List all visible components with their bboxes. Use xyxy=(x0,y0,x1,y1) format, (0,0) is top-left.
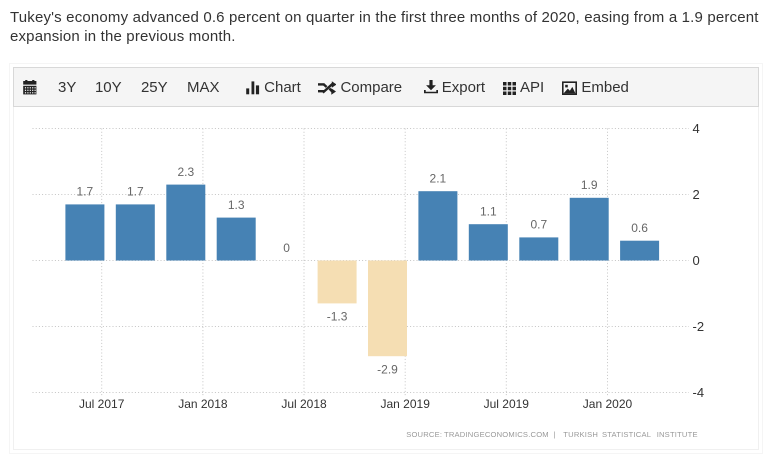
svg-text:1.7: 1.7 xyxy=(127,185,144,199)
svg-text:SOURCE:: SOURCE: xyxy=(406,430,442,439)
svg-text:1.1: 1.1 xyxy=(480,204,497,218)
svg-text:Jan 2019: Jan 2019 xyxy=(381,397,431,411)
svg-text:0: 0 xyxy=(693,253,700,268)
svg-text:-2: -2 xyxy=(693,319,705,334)
svg-text:1.7: 1.7 xyxy=(77,185,94,199)
svg-text:Jan 2018: Jan 2018 xyxy=(178,397,228,411)
svg-text:Jan 2020: Jan 2020 xyxy=(583,397,633,411)
svg-text:|: | xyxy=(554,430,556,439)
svg-text:Jul 2019: Jul 2019 xyxy=(484,397,530,411)
svg-text:STATISTICAL: STATISTICAL xyxy=(602,430,651,439)
svg-text:INSTITUTE: INSTITUTE xyxy=(657,430,698,439)
svg-text:0.6: 0.6 xyxy=(631,221,648,235)
svg-text:1.3: 1.3 xyxy=(228,198,245,212)
svg-text:Jul 2018: Jul 2018 xyxy=(281,397,327,411)
svg-text:4: 4 xyxy=(693,121,700,136)
svg-text:2.3: 2.3 xyxy=(177,165,194,179)
svg-text:1.9: 1.9 xyxy=(581,178,598,192)
svg-text:-2.9: -2.9 xyxy=(377,363,398,377)
svg-text:-4: -4 xyxy=(693,385,705,400)
svg-text:0: 0 xyxy=(283,241,290,255)
svg-text:TRADINGECONOMICS.COM: TRADINGECONOMICS.COM xyxy=(444,430,549,439)
svg-text:2: 2 xyxy=(693,187,700,202)
svg-text:Jul 2017: Jul 2017 xyxy=(79,397,125,411)
svg-text:-1.3: -1.3 xyxy=(327,310,348,324)
svg-text:2.1: 2.1 xyxy=(430,171,447,185)
svg-text:0.7: 0.7 xyxy=(530,218,547,232)
svg-text:TURKISH: TURKISH xyxy=(563,430,598,439)
